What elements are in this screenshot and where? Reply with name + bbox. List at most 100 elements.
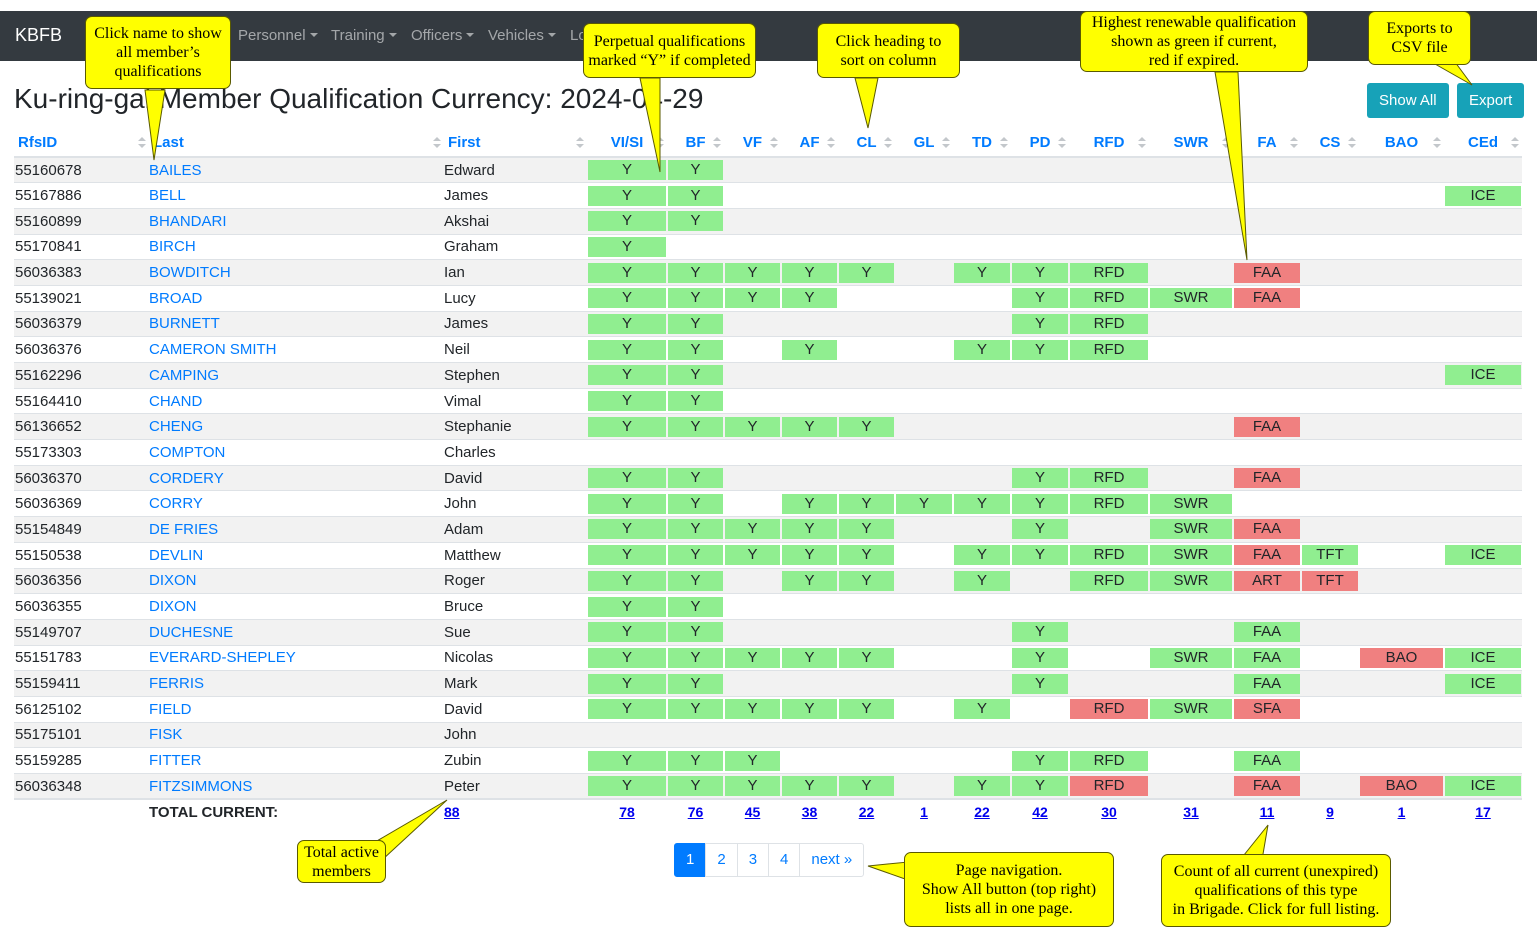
qualification-cell: Y [724,413,781,440]
qualification-cell [1301,207,1359,235]
total-count-link[interactable]: 78 [619,804,635,821]
total-count-link[interactable]: 9 [1326,804,1334,821]
column-header-ced[interactable]: CEd [1444,128,1522,158]
member-name-link[interactable]: FISK [149,726,183,744]
member-name-link[interactable]: BELL [149,187,186,205]
column-header-cs[interactable]: CS [1301,128,1359,158]
total-count-link[interactable]: 22 [974,804,990,821]
qualification-cell [1149,156,1233,183]
member-name-link[interactable]: DIXON [149,572,197,590]
member-name-link[interactable]: FITTER [149,752,202,770]
nav-vehicles[interactable]: Vehicles [488,27,556,44]
member-name-link[interactable]: FIELD [149,700,192,718]
member-name-link[interactable]: CHENG [149,418,204,436]
qualification-cell [1233,593,1301,620]
column-header-cl[interactable]: CL [838,128,895,158]
column-header-bao[interactable]: BAO [1359,128,1444,158]
qualification-cell: Y [1011,259,1069,286]
member-name-link[interactable]: CORRY [149,495,203,513]
export-button[interactable]: Export [1457,83,1525,118]
show-all-button[interactable]: Show All [1367,83,1449,118]
qualification-cell [724,156,781,183]
qualification-cell: Y [781,413,838,440]
column-header-rfsid[interactable]: RfsID [14,128,149,158]
page-1-link[interactable]: 1 [674,843,707,877]
qualification-cell [1011,567,1069,594]
qualification-cell [1301,362,1359,389]
qualification-cell: Y [587,516,667,543]
qualification-cell: Y [953,541,1011,568]
member-name-link[interactable]: COMPTON [149,443,226,461]
last-name-cell: CAMERON SMITH [149,336,444,363]
column-header-fa[interactable]: FA [1233,128,1301,158]
total-count-link[interactable]: 30 [1101,804,1117,821]
column-header-label: RfsID [18,133,58,151]
member-name-link[interactable]: BURNETT [149,315,220,333]
qualification-cell [895,310,953,337]
member-name-link[interactable]: DEVLIN [149,546,204,564]
nav-lo[interactable]: Lo [570,27,587,44]
qualification-cell: Y [724,541,781,568]
total-count-link[interactable]: 42 [1032,804,1048,821]
member-name-link[interactable]: DIXON [149,598,197,616]
column-header-bf[interactable]: BF [667,128,724,158]
member-name-link[interactable]: CORDERY [149,469,224,487]
total-count-link[interactable]: 38 [801,804,818,821]
nav-training[interactable]: Training [331,27,397,44]
member-name-link[interactable]: CAMPING [149,366,220,384]
qualification-cell [838,362,895,389]
member-name-link[interactable]: BAILES [149,161,202,179]
qualification-current-badge: Y [954,493,1010,514]
qualification-cell: Y [1011,284,1069,312]
total-count-link[interactable]: 11 [1259,804,1275,821]
member-name-link[interactable]: CHAND [149,392,203,410]
member-name-link[interactable]: DE FRIES [149,520,219,538]
column-header-gl[interactable]: GL [895,128,953,158]
member-name-link[interactable]: BOWDITCH [149,264,231,282]
qualification-cell [953,670,1011,697]
page-2-link[interactable]: 2 [705,843,738,877]
qualification-expired-badge: RFD [1070,776,1148,797]
total-count-link[interactable]: 22 [858,804,875,821]
column-header-label: VF [742,133,763,151]
column-header-first[interactable]: First [444,128,587,158]
qualification-cell [1444,516,1522,543]
column-header-last[interactable]: Last [149,128,444,158]
page-3-link[interactable]: 3 [736,843,770,877]
total-count-link[interactable]: 45 [744,804,761,821]
totals-row: TOTAL CURRENT: 88 78 76 45 38 22 1 22 42 30 31 11 9 1 1… [14,798,1522,825]
column-header-pd[interactable]: PD [1011,128,1069,158]
member-name-link[interactable]: FERRIS [149,675,205,693]
total-members-link[interactable]: 88 [444,804,460,821]
total-count-link[interactable]: 17 [1475,804,1491,821]
member-name-link[interactable]: EVERARD-SHEPLEY [149,649,296,667]
qualification-cell: Y [667,516,724,543]
member-name-link[interactable]: FITZSIMMONS [149,777,253,795]
column-header-rfd[interactable]: RFD [1069,128,1149,158]
column-header-vf[interactable]: VF [724,128,781,158]
first-name-cell: Peter [444,773,587,800]
member-name-link[interactable]: BROAD [149,289,203,307]
total-count-link[interactable]: 76 [687,804,704,821]
total-count-link[interactable]: 1 [920,804,928,821]
member-name-link[interactable]: BHANDARI [149,212,227,230]
brand-logo[interactable]: KBFB [15,25,63,45]
column-header-td[interactable]: TD [953,128,1011,158]
qualification-current-badge: Y [588,391,666,412]
total-count-link[interactable]: 1 [1397,804,1406,821]
nav-officers[interactable]: Officers [411,27,475,44]
column-header-vi-si[interactable]: VI/SI [587,128,667,158]
qualification-cell [895,670,953,697]
pointer-page-nav [867,861,909,881]
page-4-link[interactable]: 4 [768,843,801,877]
total-count-link[interactable]: 31 [1183,804,1199,821]
member-name-link[interactable]: BIRCH [149,238,196,256]
member-name-link[interactable]: DUCHESNE [149,623,234,641]
qualification-cell [1444,336,1522,363]
next-page-link[interactable]: next » [799,843,865,877]
nav-personnel[interactable]: Personnel [238,27,318,44]
member-name-link[interactable]: CAMERON SMITH [149,341,277,359]
column-header-swr[interactable]: SWR [1149,128,1233,158]
column-header-af[interactable]: AF [781,128,838,158]
last-name-cell: DUCHESNE [149,618,444,646]
